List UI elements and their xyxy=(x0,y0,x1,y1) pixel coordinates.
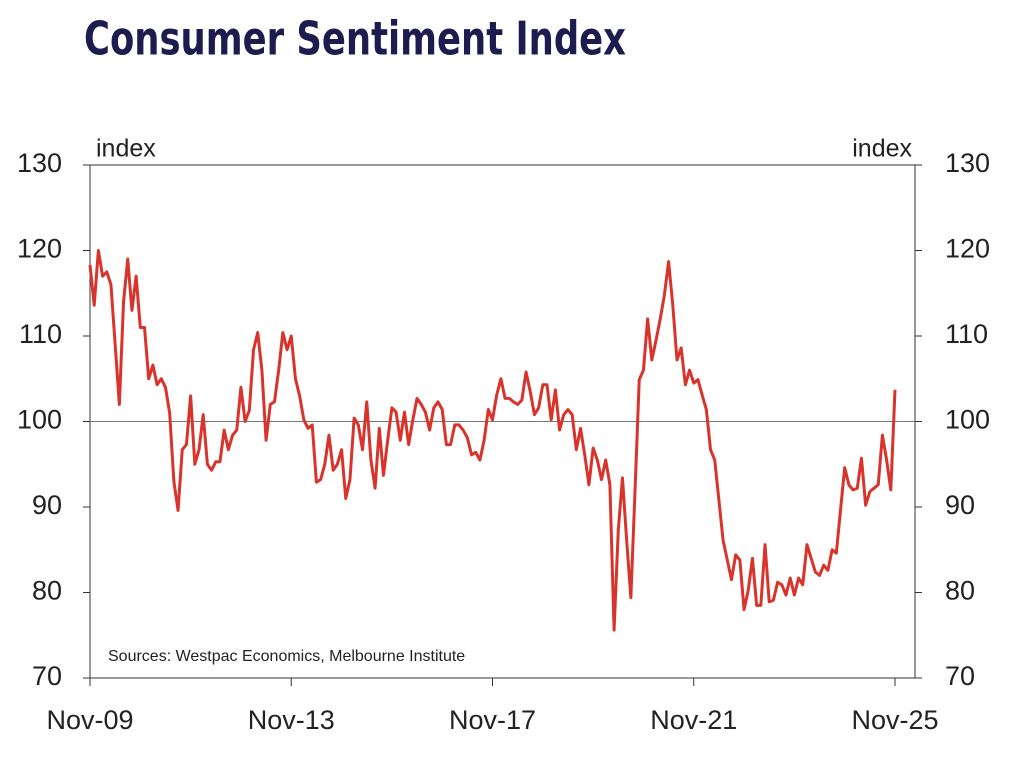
source-note: Sources: Westpac Economics, Melbourne In… xyxy=(108,648,465,665)
y-axis-label: index xyxy=(96,135,156,163)
y-tick-label: 70 xyxy=(32,661,62,691)
chart-title: Consumer Sentiment Index xyxy=(84,12,626,66)
y2-tick-label: 80 xyxy=(945,576,975,606)
y2-tick-label: 110 xyxy=(945,319,988,349)
x-tick-label: Nov-09 xyxy=(46,705,133,735)
y2-tick-label: 100 xyxy=(945,405,990,435)
y2-tick-label: 130 xyxy=(945,148,990,178)
y2-tick-label: 90 xyxy=(945,490,975,520)
y-tick-label: 100 xyxy=(17,405,62,435)
y-tick-label: 110 xyxy=(19,319,62,349)
x-tick-label: Nov-25 xyxy=(851,705,938,735)
x-tick-label: Nov-17 xyxy=(449,705,536,735)
y-tick-label: 120 xyxy=(17,234,62,264)
y2-axis-label: index xyxy=(852,135,912,163)
y-tick-label: 80 xyxy=(32,576,62,606)
y2-tick-label: 120 xyxy=(945,234,990,264)
y2-tick-label: 70 xyxy=(945,661,975,691)
y-tick-label: 130 xyxy=(17,148,62,178)
x-tick-label: Nov-13 xyxy=(248,705,335,735)
x-tick-label: Nov-21 xyxy=(650,705,737,735)
data-line xyxy=(88,249,897,632)
y-tick-label: 90 xyxy=(32,490,62,520)
